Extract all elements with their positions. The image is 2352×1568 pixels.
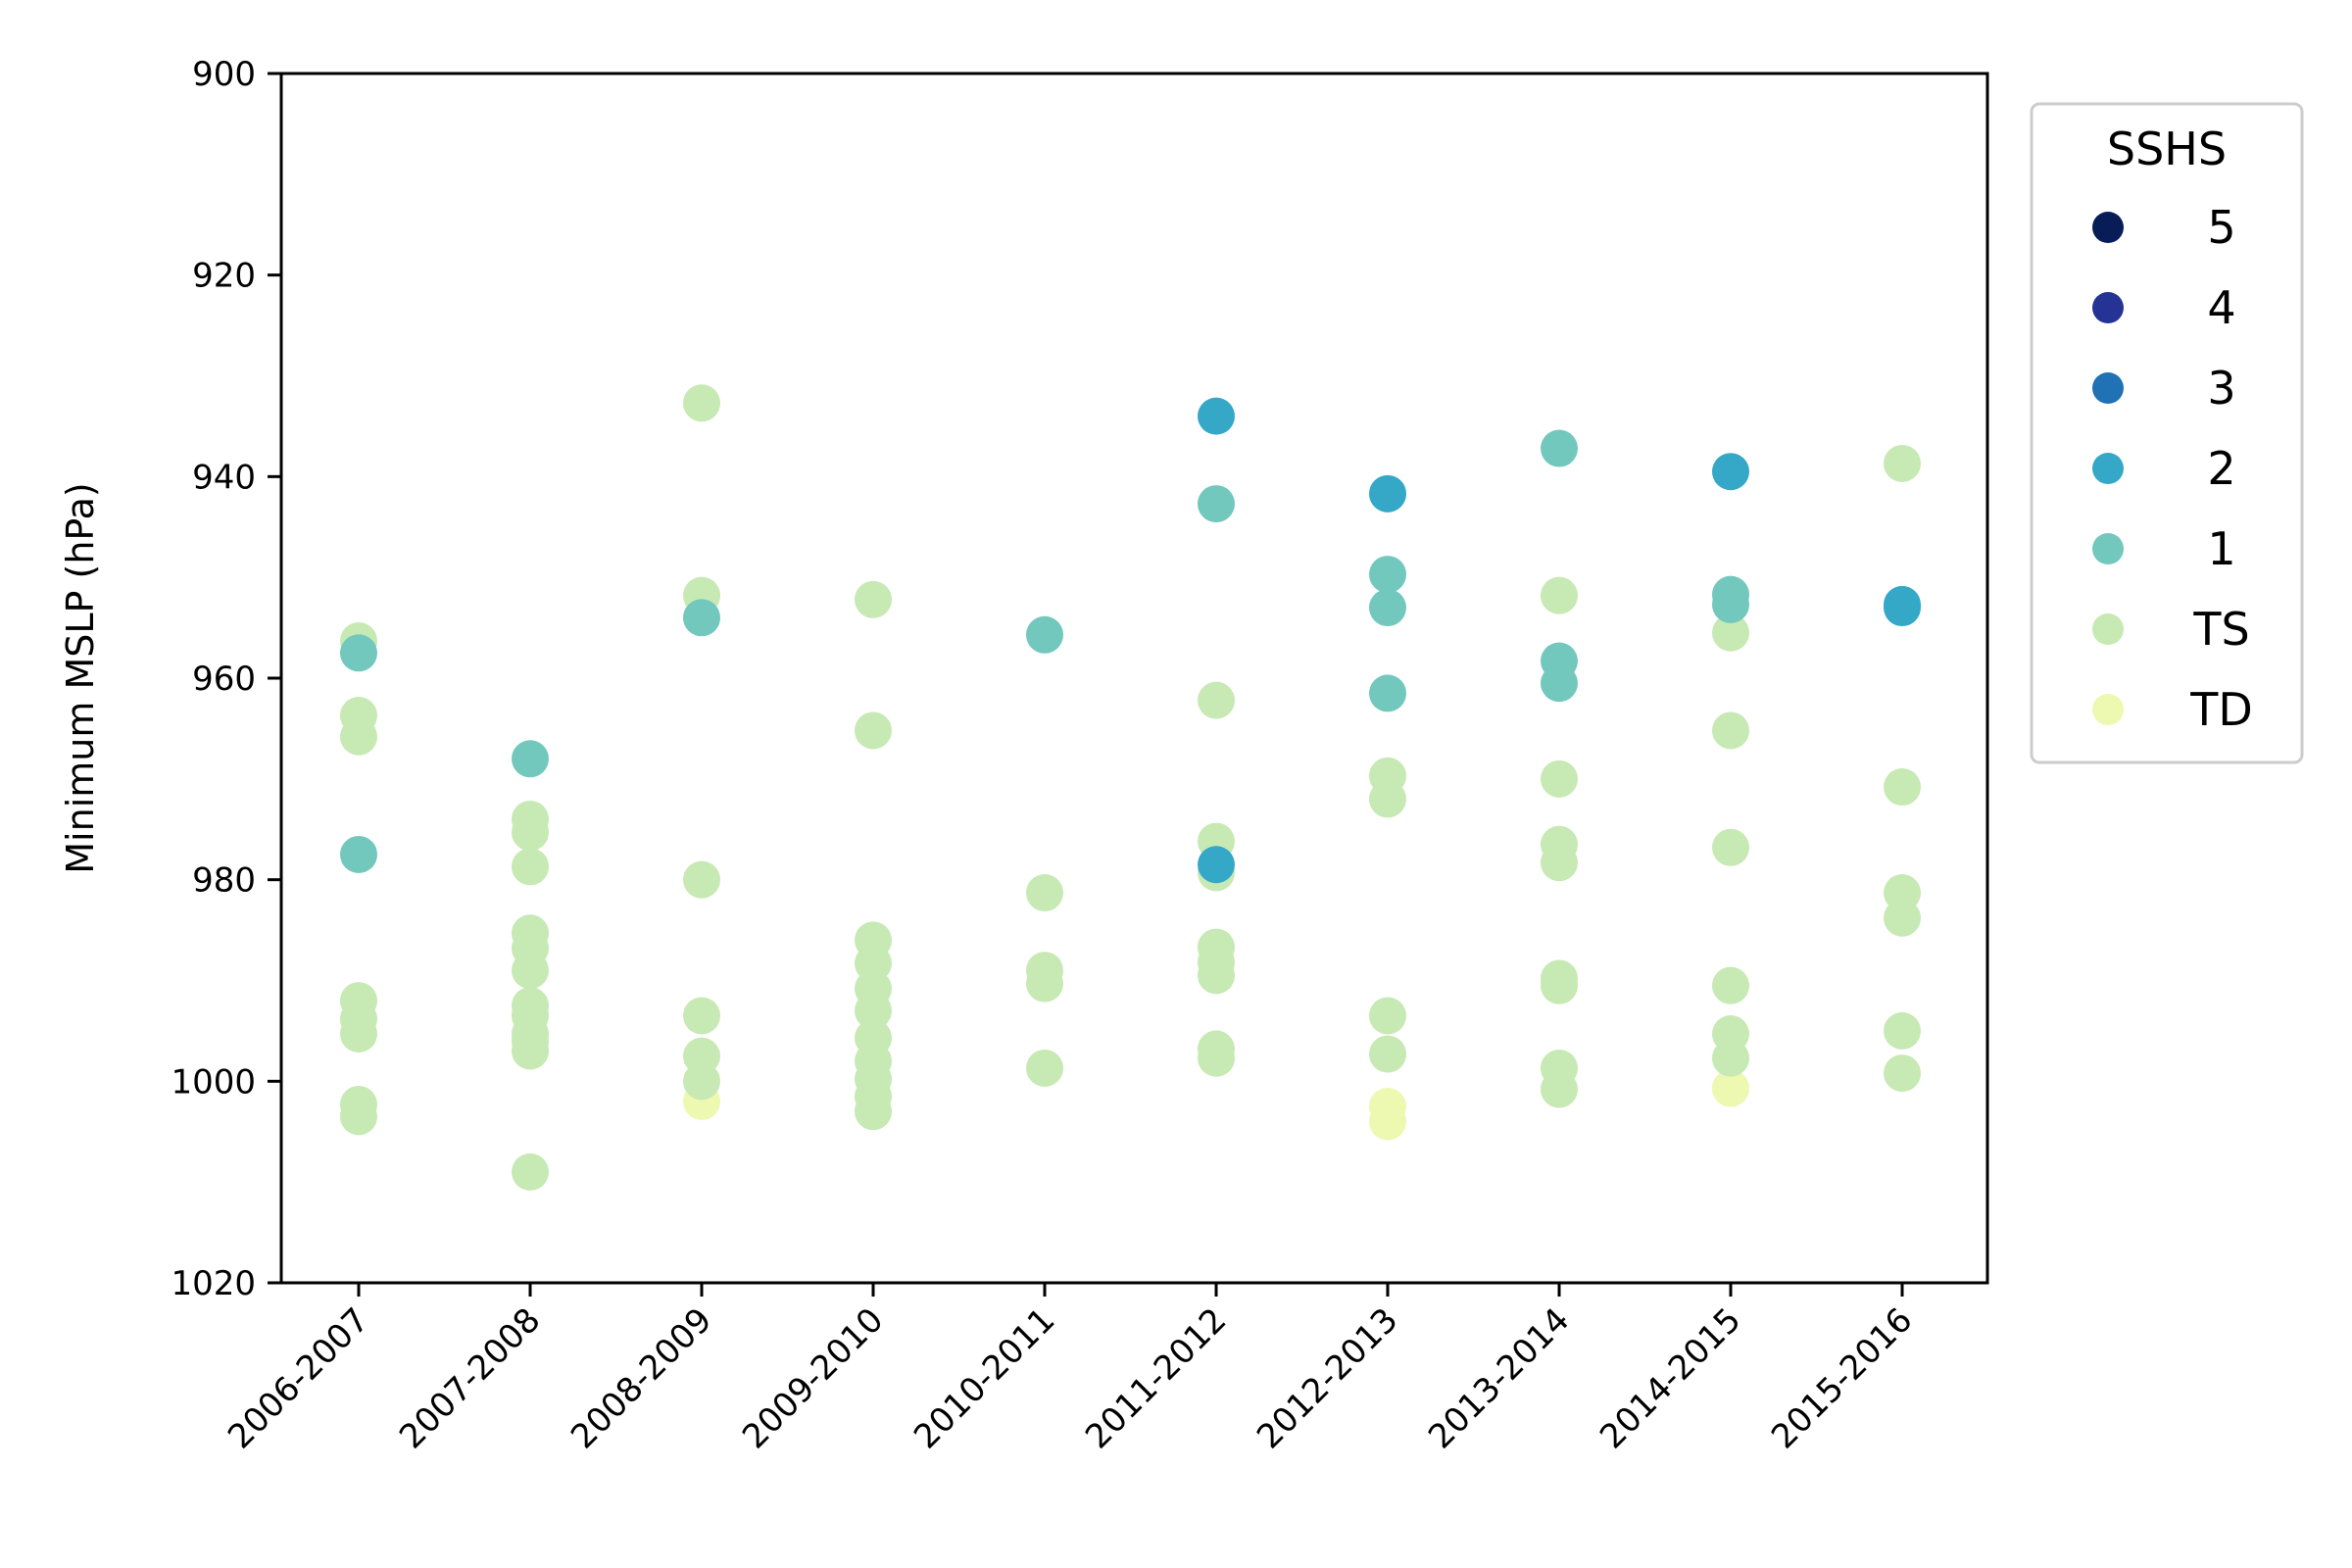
data-point	[1026, 874, 1063, 912]
data-point	[1884, 589, 1921, 627]
data-point	[1712, 711, 1749, 750]
data-point	[1198, 956, 1235, 995]
data-point	[683, 860, 720, 899]
x-axis-ticks: 2006-2007 2007-2008 2008-2009 2009-2010 2010…	[220, 1283, 1920, 1456]
x-tick-label: 2008-2009	[564, 1300, 719, 1456]
data-point	[1712, 585, 1749, 623]
data-point	[1369, 556, 1406, 594]
data-point	[683, 384, 720, 422]
data-point	[1198, 846, 1235, 884]
data-point	[1198, 485, 1235, 523]
data-point	[1026, 1049, 1063, 1087]
data-point	[1369, 589, 1406, 627]
data-point	[1712, 1039, 1749, 1077]
data-point	[855, 1093, 892, 1131]
data-point	[1198, 681, 1235, 719]
legend-box	[2030, 102, 2304, 764]
x-tick-label: 2014-2015	[1592, 1300, 1748, 1456]
y-tick-label: 1020	[171, 1264, 256, 1303]
legend-marker	[2092, 613, 2124, 645]
legend-label: 2	[2207, 442, 2235, 495]
legend-marker	[2092, 694, 2124, 725]
data-point	[1712, 613, 1749, 652]
data-point	[1541, 966, 1578, 1004]
data-point	[1712, 453, 1749, 491]
data-point	[1369, 780, 1406, 818]
data-point	[1026, 615, 1063, 654]
data-point	[683, 1062, 720, 1101]
data-point	[1369, 997, 1406, 1035]
data-point	[512, 1032, 549, 1070]
x-tick-label: 2009-2010	[735, 1300, 891, 1456]
y-tick-label: 900	[192, 55, 256, 94]
y-axis-ticks: 900 920 940 960 980 1000 1020	[171, 55, 281, 1303]
legend-label: 1	[2207, 522, 2235, 575]
data-point	[1541, 760, 1578, 798]
legend-label: TD	[2189, 683, 2253, 736]
y-axis-label: Minimum MSLP (hPa)	[59, 482, 102, 873]
data-point	[1198, 397, 1235, 435]
data-point	[855, 580, 892, 618]
data-point	[1369, 674, 1406, 712]
data-point	[1198, 1039, 1235, 1077]
data-point	[855, 992, 892, 1030]
data-point	[1026, 964, 1063, 1003]
data-point	[512, 740, 549, 778]
data-point	[1369, 474, 1406, 513]
x-tick-label: 2010-2011	[906, 1300, 1062, 1456]
data-point	[1884, 444, 1921, 482]
legend-title: SSHS	[2107, 122, 2227, 175]
data-point	[683, 599, 720, 637]
data-points	[340, 384, 1921, 1191]
data-point	[1712, 966, 1749, 1004]
data-point	[855, 711, 892, 750]
legend-marker	[2092, 453, 2124, 484]
x-tick-label: 2006-2007	[220, 1300, 376, 1456]
data-point	[1884, 768, 1921, 807]
legend-label: TS	[2192, 603, 2249, 656]
data-point	[1712, 1069, 1749, 1107]
data-point	[340, 835, 377, 873]
data-point	[340, 717, 377, 756]
data-point	[1712, 828, 1749, 866]
data-point	[512, 1152, 549, 1191]
data-point	[340, 1098, 377, 1136]
data-point	[512, 952, 549, 990]
legend-label: 3	[2207, 362, 2235, 415]
legend-marker	[2092, 292, 2124, 323]
y-tick-label: 980	[192, 861, 256, 901]
y-tick-label: 960	[192, 660, 256, 699]
data-point	[512, 813, 549, 852]
data-point	[1541, 576, 1578, 614]
y-tick-label: 920	[192, 257, 256, 296]
y-tick-label: 940	[192, 458, 256, 497]
data-point	[1369, 1035, 1406, 1073]
x-tick-label: 2012-2013	[1250, 1300, 1405, 1456]
data-point	[1541, 844, 1578, 882]
data-point	[1541, 664, 1578, 703]
legend-marker	[2092, 533, 2124, 564]
data-point	[340, 634, 377, 672]
legend-label: 5	[2207, 201, 2235, 254]
x-tick-label: 2011-2012	[1078, 1300, 1234, 1456]
data-point	[1884, 899, 1921, 937]
data-point	[1541, 1070, 1578, 1108]
legend: SSHS 5 4 3 2 1 TS TD	[2030, 102, 2304, 764]
data-point	[340, 1015, 377, 1054]
legend-marker	[2092, 212, 2124, 243]
x-tick-label: 2013-2014	[1421, 1300, 1577, 1456]
legend-marker	[2092, 372, 2124, 404]
x-tick-label: 2015-2016	[1764, 1300, 1920, 1456]
legend-label: 4	[2207, 281, 2235, 334]
data-point	[1884, 1054, 1921, 1093]
data-point	[512, 848, 549, 886]
x-tick-label: 2007-2008	[392, 1300, 548, 1456]
data-point	[1541, 429, 1578, 467]
data-point	[1369, 1102, 1406, 1141]
legend-entries: 5 4 3 2 1 TS TD	[2092, 201, 2253, 736]
data-point	[683, 997, 720, 1035]
data-point	[1884, 1011, 1921, 1050]
y-tick-label: 1000	[171, 1062, 256, 1102]
